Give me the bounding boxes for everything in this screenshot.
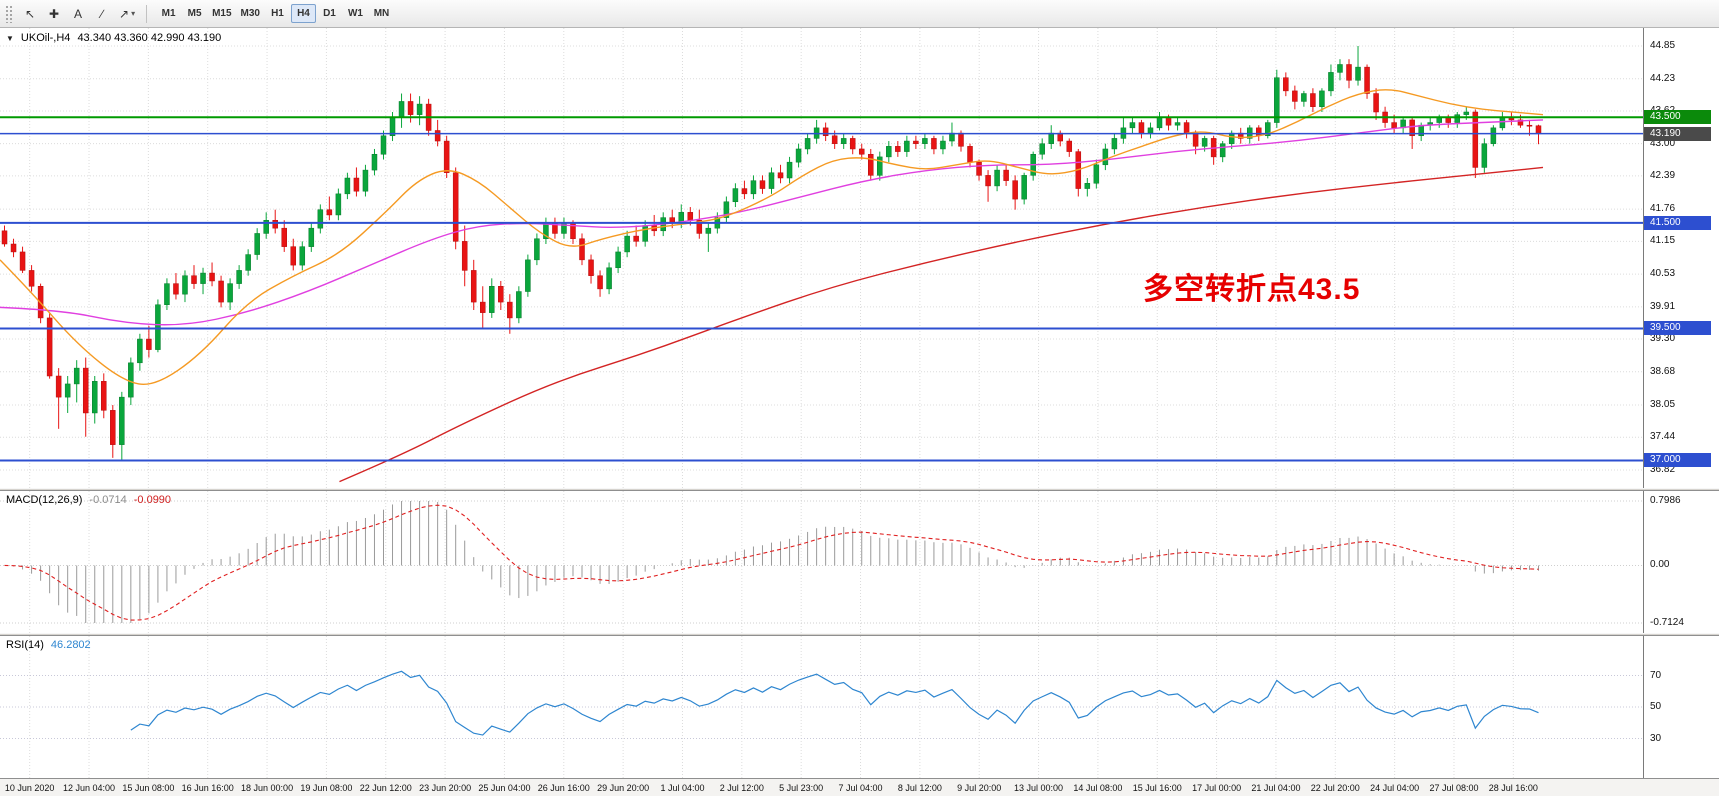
price-scale[interactable]: 44.8544.2343.6243.0042.3941.7641.1540.53… bbox=[1643, 28, 1719, 488]
price-badge: 37.000 bbox=[1644, 453, 1711, 468]
time-label: 28 Jul 16:00 bbox=[1488, 783, 1538, 793]
toolbar: ↖ ✚ A ∕ ↗ ▾ M1 M5 M15 M30 H1 H4 D1 W1 MN bbox=[0, 0, 1719, 28]
time-label: 1 Jul 04:00 bbox=[660, 783, 705, 793]
macd-scale[interactable]: 0.7986 0.00 -0.7124 bbox=[1643, 491, 1719, 633]
time-label: 12 Jun 04:00 bbox=[62, 783, 116, 793]
price-tick: 41.76 bbox=[1650, 203, 1676, 215]
timeframe-button-M30[interactable]: M30 bbox=[240, 8, 260, 19]
trendline-tool-button[interactable]: ∕ bbox=[91, 4, 113, 24]
text-icon: A bbox=[73, 6, 82, 21]
time-label: 18 Jun 00:00 bbox=[241, 783, 294, 793]
macd-tick: -0.7124 bbox=[1650, 617, 1684, 628]
annotation-text: 多空转折点43.5 bbox=[1143, 273, 1361, 306]
rsi-level-tick: 30 bbox=[1650, 732, 1662, 744]
timeframe-button-MN[interactable]: MN bbox=[373, 8, 390, 19]
time-label: 21 Jul 04:00 bbox=[1251, 783, 1301, 793]
time-label: 26 Jun 16:00 bbox=[537, 783, 590, 793]
time-label: 14 Jul 08:00 bbox=[1073, 783, 1123, 793]
time-label: 5 Jul 23:00 bbox=[779, 783, 824, 793]
price-tick: 38.68 bbox=[1650, 365, 1676, 377]
time-axis[interactable]: 10 Jun 2020 12 Jun 04:00 15 Jun 08:00 16 Ju… bbox=[0, 778, 1719, 796]
time-label: 8 Jul 12:00 bbox=[897, 783, 942, 793]
arrow-icon: ↗ bbox=[119, 6, 130, 21]
time-label: 15 Jun 08:00 bbox=[122, 783, 175, 793]
time-label: 16 Jun 16:00 bbox=[181, 783, 234, 793]
price-badge: 39.500 bbox=[1644, 321, 1711, 336]
toolbar-separator bbox=[146, 4, 148, 23]
macd-name: MACD(12,26,9) bbox=[6, 494, 83, 506]
rsi-label: RSI(14) 46.2802 bbox=[6, 639, 91, 651]
time-label: 17 Jul 00:00 bbox=[1192, 783, 1242, 793]
macd-plot[interactable] bbox=[0, 491, 1643, 633]
timeframe-button-D1[interactable]: D1 bbox=[323, 8, 336, 19]
rsi-plot[interactable] bbox=[0, 636, 1643, 778]
time-label: 27 Jul 08:00 bbox=[1429, 783, 1479, 793]
pointer-tool-button[interactable]: ↖ bbox=[19, 4, 41, 24]
price-tick: 38.05 bbox=[1650, 399, 1676, 411]
panel-divider-1[interactable] bbox=[0, 488, 1719, 491]
price-tick: 40.53 bbox=[1650, 268, 1676, 280]
tool-group: ↖ ✚ A ∕ ↗ ▾ bbox=[19, 4, 139, 24]
trendline-icon: ∕ bbox=[100, 6, 103, 21]
price-tick: 36.82 bbox=[1650, 464, 1676, 475]
crosshair-icon: ✚ bbox=[48, 6, 60, 21]
time-label: 15 Jul 16:00 bbox=[1132, 783, 1182, 793]
panel-divider-2[interactable] bbox=[0, 633, 1719, 636]
timeframe-button-M15[interactable]: M15 bbox=[212, 8, 232, 19]
rsi-name: RSI(14) bbox=[6, 639, 44, 651]
time-label: 29 Jun 20:00 bbox=[597, 783, 650, 793]
time-label: 19 Jun 08:00 bbox=[300, 783, 353, 793]
pointer-icon: ↖ bbox=[24, 6, 36, 21]
macd-value-main: -0.0714 bbox=[89, 494, 127, 506]
timeframe-group: M1 M5 M15 M30 H1 H4 D1 W1 MN bbox=[156, 4, 394, 23]
price-tick: 39.91 bbox=[1650, 300, 1676, 312]
time-label: 25 Jun 04:00 bbox=[478, 783, 531, 793]
main-chart-plot[interactable] bbox=[0, 28, 1643, 488]
time-label: 22 Jul 20:00 bbox=[1310, 783, 1360, 793]
price-tick: 43.00 bbox=[1650, 137, 1676, 149]
time-label: 23 Jun 20:00 bbox=[419, 783, 472, 793]
rsi-scale[interactable]: 70 50 30 bbox=[1643, 636, 1719, 778]
timeframe-button-M5[interactable]: M5 bbox=[187, 8, 202, 19]
collapse-icon[interactable]: ▼ bbox=[6, 33, 14, 43]
price-badge: 41.500 bbox=[1644, 215, 1711, 230]
time-label: 13 Jul 00:00 bbox=[1014, 783, 1064, 793]
timeframe-button-M1[interactable]: M1 bbox=[161, 8, 176, 19]
price-tick: 44.23 bbox=[1650, 72, 1676, 84]
timeframe-button-H4[interactable]: H4 bbox=[290, 4, 316, 23]
price-tick: 39.30 bbox=[1650, 333, 1676, 345]
price-tick: 37.44 bbox=[1650, 431, 1676, 443]
macd-tick: 0.7986 bbox=[1650, 495, 1681, 506]
macd-label: MACD(12,26,9) -0.0714 -0.0990 bbox=[6, 494, 171, 506]
macd-tick: 0.00 bbox=[1650, 559, 1670, 571]
symbol-timeframe-label: UKOil-,H4 bbox=[20, 32, 71, 44]
price-badge: 43.500 bbox=[1644, 110, 1711, 125]
toolbar-grip[interactable] bbox=[5, 4, 12, 23]
text-tool-button[interactable]: A bbox=[67, 4, 89, 24]
rsi-level-tick: 70 bbox=[1650, 669, 1662, 681]
price-badge: 43.190 bbox=[1644, 126, 1711, 141]
chart-title: ▼ UKOil-,H4 43.340 43.360 42.990 43.190 bbox=[6, 32, 221, 44]
ohlc-values: 43.340 43.360 42.990 43.190 bbox=[77, 32, 222, 44]
price-tick: 44.85 bbox=[1650, 40, 1676, 51]
timeframe-button-W1[interactable]: W1 bbox=[347, 8, 363, 19]
price-tick: 42.39 bbox=[1650, 169, 1676, 181]
arrow-tool-button[interactable]: ↗ ▾ bbox=[115, 4, 139, 24]
rsi-panel: 70 50 30 RSI(14) 46.2802 bbox=[0, 636, 1719, 778]
price-tick: 41.15 bbox=[1650, 235, 1676, 247]
rsi-level-tick: 50 bbox=[1650, 701, 1662, 712]
macd-panel: 0.7986 0.00 -0.7124 MACD(12,26,9) -0.0714 … bbox=[0, 491, 1719, 633]
time-label: 22 Jun 12:00 bbox=[359, 783, 412, 793]
rsi-value: 46.2802 bbox=[50, 639, 91, 651]
time-label: 10 Jun 2020 bbox=[4, 783, 55, 793]
time-label: 2 Jul 12:00 bbox=[719, 783, 764, 793]
macd-value-signal: -0.0990 bbox=[133, 494, 172, 506]
time-label: 9 Jul 20:00 bbox=[957, 783, 1002, 793]
main-chart-panel: 44.8544.2343.6243.0042.3941.7641.1540.53… bbox=[0, 28, 1719, 488]
time-label: 7 Jul 04:00 bbox=[838, 783, 883, 793]
chevron-down-icon: ▾ bbox=[131, 9, 136, 18]
time-label: 24 Jul 04:00 bbox=[1370, 783, 1420, 793]
crosshair-tool-button[interactable]: ✚ bbox=[43, 4, 65, 24]
timeframe-button-H1[interactable]: H1 bbox=[271, 8, 284, 19]
